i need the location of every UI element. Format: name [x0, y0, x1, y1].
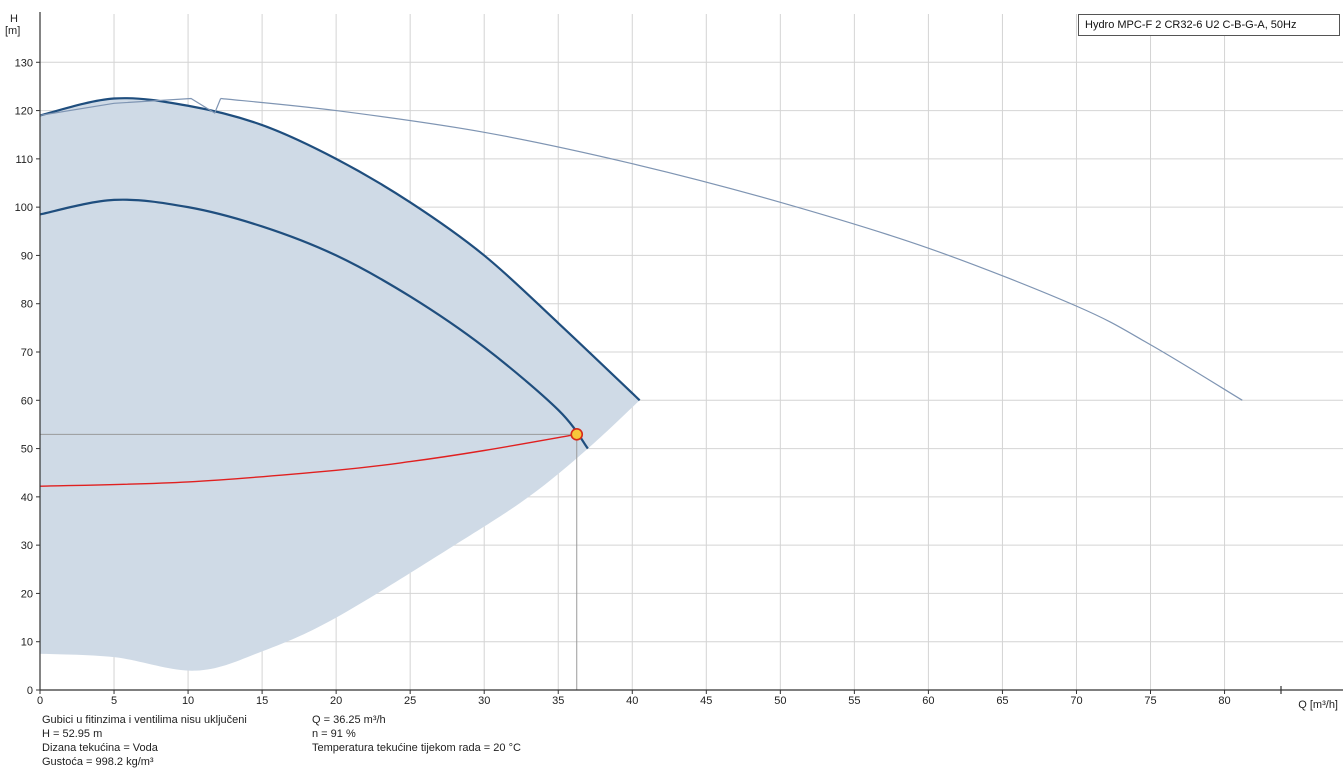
- x-tick-label: 40: [626, 695, 638, 707]
- x-tick-label: 55: [848, 695, 860, 707]
- info-temperature: Temperatura tekućine tijekom rada = 20 °…: [312, 742, 521, 754]
- system-curve: [39, 433, 577, 487]
- x-tick-label: 5: [111, 695, 117, 707]
- y-tick-label: 40: [21, 492, 33, 504]
- x-tick-label: 30: [478, 695, 490, 707]
- info-density: Gustoća = 998.2 kg/m³: [42, 756, 154, 768]
- x-tick-label: 25: [404, 695, 416, 707]
- y-tick-label: 10: [21, 637, 33, 649]
- max-curve-3: [220, 97, 1243, 401]
- y-tick-label: 0: [27, 685, 33, 697]
- x-tick-label: 65: [996, 695, 1008, 707]
- legend: Hydro MPC-F 2 CR32-6 U2 C-B-G-A, 50Hz: [1078, 14, 1340, 36]
- x-tick-label: 15: [256, 695, 268, 707]
- info-right-block: Q = 36.25 m³/h n = 91 % Temperatura teku…: [312, 713, 521, 755]
- y-tick-label: 90: [21, 250, 33, 262]
- operating-region-area: [40, 98, 640, 671]
- x-tick-label: 0: [37, 695, 43, 707]
- y-tick-label: 70: [21, 347, 33, 359]
- info-head: H = 52.95 m: [42, 728, 103, 740]
- x-tick-label: 75: [1144, 695, 1156, 707]
- y-tick-label: 20: [21, 588, 33, 600]
- y-tick-label: 30: [21, 540, 33, 552]
- axis-layer: [39, 12, 1343, 694]
- info-speed: n = 91 %: [312, 728, 356, 740]
- y-tick-label: 60: [21, 395, 33, 407]
- x-tick-label: 70: [1070, 695, 1082, 707]
- info-fittings-note: Gubici u fitinzima i ventilima nisu uklj…: [42, 714, 247, 726]
- x-tick-label: 80: [1218, 695, 1230, 707]
- info-left-block: Gubici u fitinzima i ventilima nisu uklj…: [42, 713, 247, 769]
- x-tick-label: 20: [330, 695, 342, 707]
- curve-series-layer: [39, 97, 1243, 487]
- info-liquid: Dizana tekućina = Voda: [42, 742, 158, 754]
- x-tick-label: 10: [182, 695, 194, 707]
- y-axis-title-part: [m]: [5, 25, 20, 37]
- pump-curve-0: [39, 97, 641, 402]
- x-tick-label: 60: [922, 695, 934, 707]
- pump-curve-1: [39, 198, 589, 450]
- x-tick-label: 35: [552, 695, 564, 707]
- y-tick-label: 50: [21, 444, 33, 456]
- x-tick-label: 45: [700, 695, 712, 707]
- max-curve-2: [39, 97, 222, 116]
- x-tick-label: 50: [774, 695, 786, 707]
- y-tick-label: 80: [21, 299, 33, 311]
- duty-point-layer: [40, 428, 584, 690]
- y-tick-label: 130: [15, 57, 33, 69]
- info-flow: Q = 36.25 m³/h: [312, 714, 386, 726]
- x-axis-title: Q [m³/h]: [1298, 699, 1338, 711]
- legend-label: Hydro MPC-F 2 CR32-6 U2 C-B-G-A, 50Hz: [1085, 19, 1297, 31]
- operating-region-layer: [40, 98, 640, 671]
- duty-point-marker: [570, 428, 584, 441]
- tick-label-layer: 0 5 10 15 20 25 30 35 40 45 50 55 60 65 70 75 80 0 10 20 30 4…: [15, 57, 1231, 707]
- y-axis-title-part: H: [10, 13, 18, 25]
- y-tick-label: 110: [15, 154, 33, 166]
- y-tick-label: 100: [15, 202, 33, 214]
- y-axis-title: H [m]: [5, 13, 20, 37]
- y-tick-label: 120: [15, 106, 33, 118]
